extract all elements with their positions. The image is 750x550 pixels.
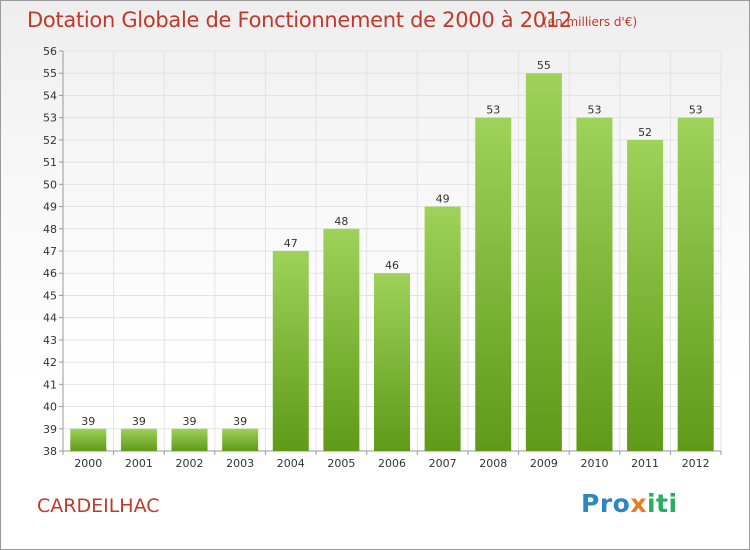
bars — [70, 73, 714, 452]
commune-name: CARDEILHAC — [37, 495, 160, 517]
y-tick-label: 43 — [43, 334, 57, 347]
y-tick-label: 53 — [43, 112, 57, 125]
bar-2005 — [323, 228, 360, 451]
chart-title: Dotation Globale de Fonctionnement de 20… — [27, 8, 572, 32]
x-tick-label-2012: 2012 — [682, 457, 710, 470]
bar-2003 — [222, 428, 259, 451]
data-labels: 39 39 39 39 47 48 46 49 53 55 53 52 53 — [81, 59, 702, 428]
y-tick-label: 51 — [43, 156, 57, 169]
x-tick-label-2001: 2001 — [125, 457, 153, 470]
value-label-2008: 53 — [486, 104, 500, 117]
x-tick-label-2002: 2002 — [176, 457, 204, 470]
logo-part-iti: iti — [646, 489, 678, 518]
x-tick-label-2004: 2004 — [277, 457, 305, 470]
x-tick-label-2003: 2003 — [226, 457, 254, 470]
bar-2008 — [475, 117, 512, 452]
value-label-2009: 55 — [537, 59, 551, 72]
logo-part-x: x — [630, 489, 647, 518]
x-tick-label-2011: 2011 — [631, 457, 659, 470]
y-tick-label: 40 — [43, 401, 57, 414]
value-label-2004: 47 — [284, 237, 298, 250]
axes: 38 39 40 41 42 43 44 45 46 47 48 49 50 51 52 53 54 55 56 20… — [43, 45, 722, 470]
value-label-2001: 39 — [132, 415, 146, 428]
bar-2012 — [677, 117, 714, 452]
value-label-2007: 49 — [436, 193, 450, 206]
value-label-2012: 53 — [689, 104, 703, 117]
value-label-2000: 39 — [81, 415, 95, 428]
value-label-2006: 46 — [385, 259, 399, 272]
value-label-2010: 53 — [587, 104, 601, 117]
x-tick-label-2005: 2005 — [327, 457, 355, 470]
bar-2009 — [525, 73, 562, 451]
value-label-2005: 48 — [334, 215, 348, 228]
y-tick-label: 54 — [43, 89, 57, 102]
x-tick-label-2006: 2006 — [378, 457, 406, 470]
proxiti-logo[interactable]: Proxiti — [581, 489, 678, 518]
x-tick-label-2009: 2009 — [530, 457, 558, 470]
y-tick-label: 39 — [43, 423, 57, 436]
y-tick-label: 38 — [43, 445, 57, 458]
y-tick-label: 45 — [43, 289, 57, 302]
x-tick-label-2000: 2000 — [74, 457, 102, 470]
y-tick-label: 56 — [43, 45, 57, 58]
bar-2004 — [272, 251, 309, 451]
y-tick-label: 47 — [43, 245, 57, 258]
y-tick-label: 49 — [43, 201, 57, 214]
x-tick-label-2010: 2010 — [580, 457, 608, 470]
bar-2002 — [171, 428, 208, 451]
y-tick-label: 48 — [43, 223, 57, 236]
bar-2006 — [374, 273, 410, 451]
y-tick-label: 41 — [43, 378, 57, 391]
bar-2007 — [424, 206, 461, 451]
chart-subtitle: (en milliers d'€) — [543, 15, 638, 29]
x-tick-label-2007: 2007 — [429, 457, 457, 470]
bar-2001 — [120, 428, 157, 451]
y-tick-label: 55 — [43, 67, 57, 80]
value-label-2011: 52 — [638, 126, 652, 139]
bar-2000 — [70, 428, 107, 451]
y-tick-label: 46 — [43, 267, 57, 280]
bar-2010 — [576, 117, 613, 452]
logo-part-pro: Pro — [581, 489, 631, 518]
y-tick-label: 42 — [43, 356, 57, 369]
x-tick-label-2008: 2008 — [479, 457, 507, 470]
y-tick-label: 52 — [43, 134, 57, 147]
y-tick-label: 50 — [43, 178, 57, 191]
value-label-2002: 39 — [183, 415, 197, 428]
bar-2011 — [627, 139, 664, 451]
value-label-2003: 39 — [233, 415, 247, 428]
y-tick-label: 44 — [43, 312, 57, 325]
